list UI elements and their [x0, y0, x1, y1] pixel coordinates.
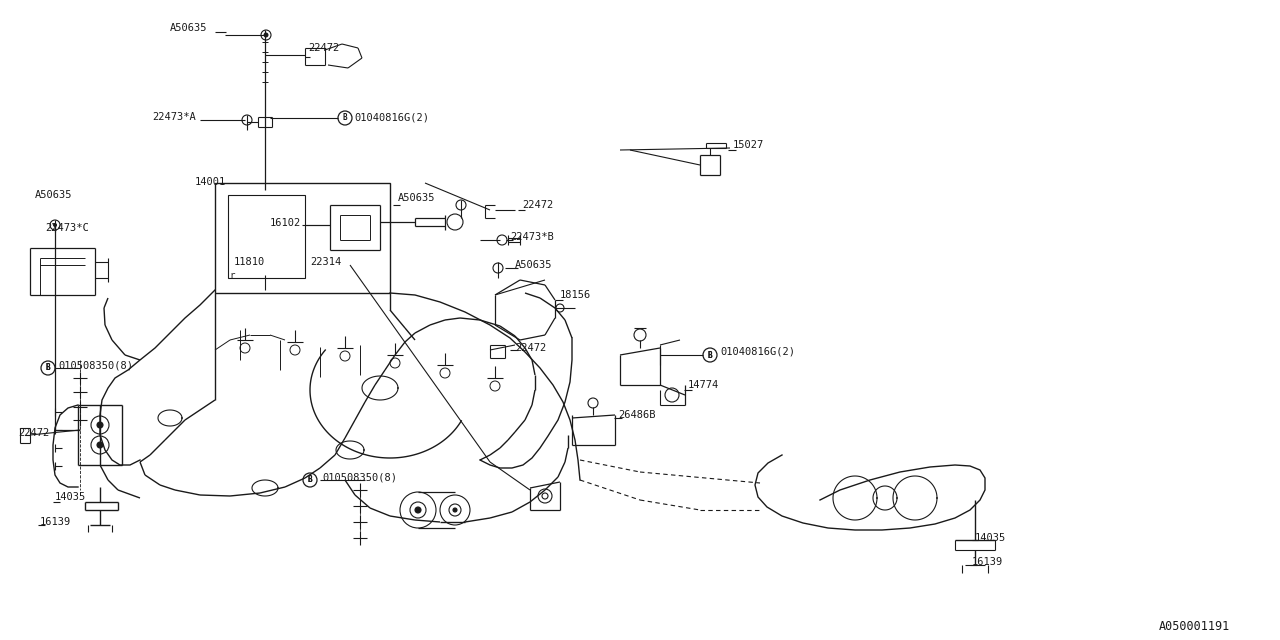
Text: 22472: 22472	[515, 343, 547, 353]
Text: B: B	[708, 351, 712, 360]
Text: r: r	[229, 271, 234, 280]
Text: 26486B: 26486B	[618, 410, 655, 420]
Circle shape	[447, 214, 463, 230]
Text: 22473*C: 22473*C	[45, 223, 88, 233]
Text: 14035: 14035	[975, 533, 1006, 543]
Text: 22314: 22314	[310, 257, 342, 267]
Circle shape	[493, 263, 503, 273]
Circle shape	[666, 388, 678, 402]
Circle shape	[490, 381, 500, 391]
Circle shape	[52, 223, 58, 227]
Circle shape	[449, 504, 461, 516]
Circle shape	[97, 422, 102, 428]
Circle shape	[390, 358, 399, 368]
Circle shape	[556, 304, 564, 312]
Circle shape	[340, 351, 349, 361]
Text: 22473*B: 22473*B	[509, 232, 554, 242]
Text: 22472: 22472	[308, 43, 339, 53]
Circle shape	[440, 495, 470, 525]
Circle shape	[291, 345, 300, 355]
Text: 22472: 22472	[522, 200, 553, 210]
Text: A50635: A50635	[515, 260, 553, 270]
Circle shape	[264, 33, 269, 38]
Circle shape	[538, 489, 552, 503]
Text: B: B	[708, 351, 712, 360]
Text: 14035: 14035	[55, 492, 86, 502]
Circle shape	[588, 398, 598, 408]
Circle shape	[440, 368, 451, 378]
Text: B: B	[307, 476, 312, 484]
Text: B: B	[343, 113, 347, 122]
Circle shape	[303, 473, 317, 487]
Circle shape	[703, 348, 717, 362]
Text: 16139: 16139	[40, 517, 72, 527]
Bar	[228, 195, 305, 278]
Circle shape	[634, 329, 646, 341]
Circle shape	[241, 343, 250, 353]
Text: 14001: 14001	[195, 177, 227, 187]
Text: 16102: 16102	[270, 218, 301, 228]
Circle shape	[242, 115, 252, 125]
Circle shape	[456, 200, 466, 210]
Circle shape	[410, 502, 426, 518]
Text: 15027: 15027	[733, 140, 764, 150]
Text: B: B	[307, 476, 312, 484]
Circle shape	[453, 508, 457, 512]
Bar	[215, 183, 390, 293]
Text: 010508350(8): 010508350(8)	[323, 472, 397, 482]
Text: 18156: 18156	[561, 290, 591, 300]
Circle shape	[261, 30, 271, 40]
Text: 010508350(8): 010508350(8)	[58, 360, 133, 370]
Text: B: B	[46, 364, 50, 372]
Text: A050001191: A050001191	[1158, 620, 1230, 633]
Circle shape	[399, 492, 436, 528]
Text: 16139: 16139	[972, 557, 1004, 567]
Circle shape	[541, 493, 548, 499]
Circle shape	[415, 507, 421, 513]
Text: 14774: 14774	[689, 380, 719, 390]
Circle shape	[91, 436, 109, 454]
Circle shape	[50, 220, 60, 230]
Text: 11810: 11810	[234, 257, 265, 267]
Circle shape	[91, 416, 109, 434]
Text: B: B	[46, 364, 50, 372]
Text: 22473*A: 22473*A	[152, 112, 196, 122]
Circle shape	[497, 235, 507, 245]
Circle shape	[41, 361, 55, 375]
Text: A50635: A50635	[35, 190, 73, 200]
Text: 01040816G(2): 01040816G(2)	[355, 113, 429, 123]
Circle shape	[97, 442, 102, 448]
Text: A50635: A50635	[398, 193, 435, 203]
Text: 01040816G(2): 01040816G(2)	[719, 347, 795, 357]
Text: 22472: 22472	[18, 428, 49, 438]
Circle shape	[338, 111, 352, 125]
Text: A50635: A50635	[170, 23, 207, 33]
